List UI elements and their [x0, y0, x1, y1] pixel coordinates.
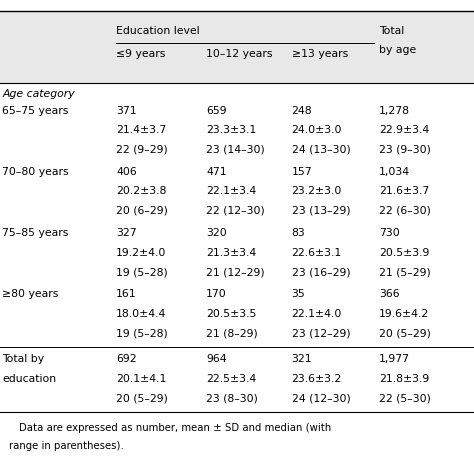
Text: 22.5±3.4: 22.5±3.4 — [206, 373, 256, 383]
Text: 21.8±3.9: 21.8±3.9 — [379, 373, 429, 383]
Text: 19 (5–28): 19 (5–28) — [116, 267, 168, 276]
Text: 22.9±3.4: 22.9±3.4 — [379, 125, 429, 135]
Text: 65–75 years: 65–75 years — [2, 106, 69, 115]
Text: 22 (5–30): 22 (5–30) — [379, 393, 431, 402]
Text: 1,034: 1,034 — [379, 167, 410, 176]
Text: 23 (9–30): 23 (9–30) — [379, 144, 431, 154]
Text: 371: 371 — [116, 106, 137, 115]
Text: 24.0±3.0: 24.0±3.0 — [292, 125, 342, 135]
Text: 20.5±3.9: 20.5±3.9 — [379, 247, 429, 257]
Text: 730: 730 — [379, 228, 400, 238]
Text: 248: 248 — [292, 106, 312, 115]
Text: 20 (5–29): 20 (5–29) — [379, 328, 431, 338]
Text: Age category: Age category — [2, 89, 75, 99]
Text: 22.1±3.4: 22.1±3.4 — [206, 186, 256, 196]
Text: 24 (13–30): 24 (13–30) — [292, 144, 350, 154]
Text: 406: 406 — [116, 167, 137, 176]
Text: 21 (12–29): 21 (12–29) — [206, 267, 265, 276]
Text: 471: 471 — [206, 167, 227, 176]
Text: 321: 321 — [292, 354, 312, 363]
Text: 10–12 years: 10–12 years — [206, 49, 273, 59]
Text: 659: 659 — [206, 106, 227, 115]
Bar — [0, 12, 474, 83]
Text: 22 (6–30): 22 (6–30) — [379, 206, 431, 215]
Text: ≥13 years: ≥13 years — [292, 49, 348, 59]
Text: 70–80 years: 70–80 years — [2, 167, 69, 176]
Text: 320: 320 — [206, 228, 227, 238]
Text: 161: 161 — [116, 289, 137, 299]
Text: 19.2±4.0: 19.2±4.0 — [116, 247, 166, 257]
Text: 20.5±3.5: 20.5±3.5 — [206, 308, 256, 318]
Text: education: education — [2, 373, 56, 383]
Text: 75–85 years: 75–85 years — [2, 228, 69, 238]
Text: 157: 157 — [292, 167, 312, 176]
Text: 170: 170 — [206, 289, 227, 299]
Text: 20.2±3.8: 20.2±3.8 — [116, 186, 166, 196]
Text: 20 (5–29): 20 (5–29) — [116, 393, 168, 402]
Text: Data are expressed as number, mean ± SD and median (with: Data are expressed as number, mean ± SD … — [19, 422, 331, 432]
Text: 1,977: 1,977 — [379, 354, 410, 363]
Text: 23.3±3.1: 23.3±3.1 — [206, 125, 256, 135]
Text: 23 (12–29): 23 (12–29) — [292, 328, 350, 338]
Text: 20.1±4.1: 20.1±4.1 — [116, 373, 166, 383]
Text: Total by: Total by — [2, 354, 45, 363]
Text: 20 (6–29): 20 (6–29) — [116, 206, 168, 215]
Text: 22.6±3.1: 22.6±3.1 — [292, 247, 342, 257]
Text: 964: 964 — [206, 354, 227, 363]
Text: 18.0±4.4: 18.0±4.4 — [116, 308, 166, 318]
Text: 23.6±3.2: 23.6±3.2 — [292, 373, 342, 383]
Text: 23 (16–29): 23 (16–29) — [292, 267, 350, 276]
Text: 22.1±4.0: 22.1±4.0 — [292, 308, 342, 318]
Text: 83: 83 — [292, 228, 305, 238]
Text: 1,278: 1,278 — [379, 106, 410, 115]
Text: 327: 327 — [116, 228, 137, 238]
Text: 24 (12–30): 24 (12–30) — [292, 393, 350, 402]
Text: ≥80 years: ≥80 years — [2, 289, 59, 299]
Text: 19.6±4.2: 19.6±4.2 — [379, 308, 429, 318]
Text: 366: 366 — [379, 289, 400, 299]
Text: by age: by age — [379, 45, 417, 55]
Text: 23 (14–30): 23 (14–30) — [206, 144, 265, 154]
Text: 21.3±3.4: 21.3±3.4 — [206, 247, 256, 257]
Text: Education level: Education level — [116, 25, 200, 36]
Text: 23 (13–29): 23 (13–29) — [292, 206, 350, 215]
Text: 21.6±3.7: 21.6±3.7 — [379, 186, 429, 196]
Text: 23 (8–30): 23 (8–30) — [206, 393, 258, 402]
Text: range in parentheses).: range in parentheses). — [9, 440, 124, 450]
Text: 21.4±3.7: 21.4±3.7 — [116, 125, 166, 135]
Text: 19 (5–28): 19 (5–28) — [116, 328, 168, 338]
Text: 23.2±3.0: 23.2±3.0 — [292, 186, 342, 196]
Text: 21 (8–29): 21 (8–29) — [206, 328, 258, 338]
Text: 35: 35 — [292, 289, 305, 299]
Text: 22 (12–30): 22 (12–30) — [206, 206, 265, 215]
Text: ≤9 years: ≤9 years — [116, 49, 165, 59]
Text: 21 (5–29): 21 (5–29) — [379, 267, 431, 276]
Text: Total: Total — [379, 25, 404, 36]
Text: 22 (9–29): 22 (9–29) — [116, 144, 168, 154]
Text: 692: 692 — [116, 354, 137, 363]
